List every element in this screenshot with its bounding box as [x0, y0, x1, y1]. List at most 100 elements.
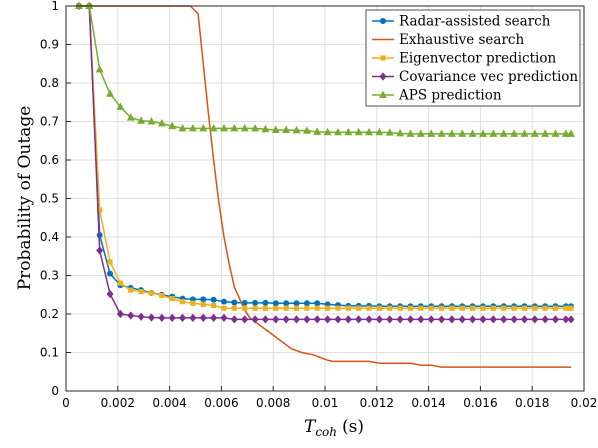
series-2 — [78, 5, 572, 368]
data-point — [178, 123, 187, 132]
series-4 — [75, 1, 575, 324]
data-point — [210, 313, 218, 322]
data-point — [479, 315, 487, 324]
data-point — [335, 305, 341, 311]
data-point — [242, 305, 248, 311]
x-tick-label: 0 — [62, 396, 70, 410]
data-point — [302, 126, 311, 134]
data-point — [499, 129, 508, 137]
data-point — [567, 129, 576, 137]
data-point — [376, 305, 382, 311]
data-point — [107, 270, 114, 277]
data-point — [293, 305, 300, 311]
data-point — [220, 123, 228, 132]
data-point — [500, 315, 508, 324]
data-point — [168, 121, 177, 130]
data-point — [542, 305, 548, 311]
data-point — [137, 312, 145, 321]
data-point — [282, 315, 290, 324]
legend-marker — [379, 72, 387, 81]
data-point — [157, 118, 166, 127]
data-point — [283, 300, 290, 307]
x-axis-label: Tcoh (s) — [304, 417, 364, 439]
data-point — [313, 315, 321, 324]
data-point — [416, 129, 425, 137]
data-point — [200, 301, 206, 307]
legend-label: APS prediction — [398, 88, 502, 104]
data-point — [209, 123, 218, 132]
x-axis-label-unit: (s) — [342, 417, 364, 437]
data-point — [366, 305, 372, 311]
data-point — [459, 305, 465, 311]
y-tick-label: 0.5 — [40, 192, 59, 206]
data-point — [272, 315, 280, 324]
legend-box — [365, 9, 581, 107]
data-point — [385, 128, 394, 136]
legend-item: APS prediction — [372, 88, 502, 104]
data-point — [179, 313, 187, 322]
data-point — [200, 296, 207, 303]
data-point — [438, 315, 446, 324]
data-point — [117, 280, 123, 286]
data-point — [189, 313, 197, 322]
data-point — [511, 305, 517, 311]
x-axis-label-subscript: coh — [315, 425, 337, 439]
x-tick-label: 0.01 — [312, 396, 339, 410]
data-point — [427, 129, 436, 137]
legend-item: Covariance vec prediction — [372, 69, 578, 85]
data-point — [532, 305, 538, 311]
data-point — [437, 129, 446, 137]
data-point — [406, 129, 415, 137]
data-point — [355, 315, 363, 324]
data-point — [365, 315, 373, 324]
data-point — [530, 129, 539, 137]
data-point — [489, 129, 498, 137]
data-point — [106, 289, 114, 299]
data-point — [344, 127, 353, 136]
x-tick-label: 0.006 — [204, 396, 238, 410]
data-point — [304, 305, 310, 311]
data-point — [230, 315, 238, 324]
data-point — [127, 311, 135, 320]
data-point — [479, 129, 487, 137]
legend-label: Covariance vec prediction — [399, 69, 578, 85]
data-point — [261, 315, 269, 324]
data-point — [148, 290, 155, 296]
legend-marker — [380, 55, 386, 61]
y-tick-label: 1 — [51, 0, 59, 13]
y-tick-label: 0.2 — [40, 307, 59, 321]
data-point — [293, 300, 300, 307]
data-point — [541, 315, 549, 324]
x-tick-label: 0.016 — [463, 396, 497, 410]
data-point — [116, 102, 125, 110]
data-point — [447, 129, 456, 137]
data-point — [126, 113, 135, 121]
data-point — [354, 127, 363, 136]
data-point — [261, 124, 270, 133]
data-point — [251, 123, 260, 132]
data-point — [562, 315, 570, 324]
data-point — [561, 129, 570, 137]
data-point — [128, 287, 134, 293]
data-point — [406, 315, 414, 324]
data-point — [313, 127, 322, 135]
legend-label: Radar-assisted search — [399, 14, 551, 30]
data-point — [469, 315, 477, 324]
series-line — [78, 5, 572, 368]
data-point — [470, 305, 476, 311]
data-point — [375, 315, 383, 324]
data-point — [407, 305, 414, 311]
x-tick-label: 0.004 — [152, 396, 186, 410]
data-point — [199, 123, 208, 132]
legend-item: Exhaustive search — [372, 32, 524, 48]
data-point — [314, 305, 320, 311]
series-layer — [74, 1, 576, 368]
y-tick-label: 0.9 — [40, 38, 59, 52]
data-point — [303, 315, 311, 324]
data-point — [520, 315, 528, 324]
data-point — [468, 129, 477, 137]
data-point — [292, 315, 301, 324]
data-point — [168, 313, 176, 322]
data-point — [147, 117, 156, 125]
